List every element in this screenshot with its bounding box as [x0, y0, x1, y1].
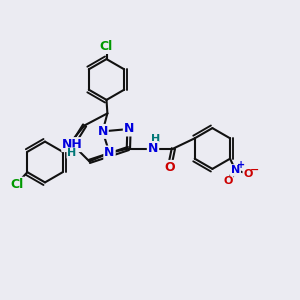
Text: Cl: Cl	[11, 178, 24, 191]
Text: N: N	[148, 142, 158, 155]
Text: N: N	[98, 125, 108, 138]
Text: N: N	[104, 146, 115, 160]
Text: O: O	[164, 161, 175, 174]
Text: Cl: Cl	[100, 40, 113, 53]
Text: +: +	[237, 160, 245, 170]
Text: H: H	[152, 134, 160, 145]
Text: −: −	[250, 165, 260, 175]
Text: H: H	[67, 148, 76, 158]
Text: NH: NH	[62, 138, 83, 151]
Text: O: O	[243, 169, 253, 179]
Text: O: O	[223, 176, 233, 187]
Text: N: N	[124, 122, 134, 136]
Text: N: N	[231, 165, 240, 175]
